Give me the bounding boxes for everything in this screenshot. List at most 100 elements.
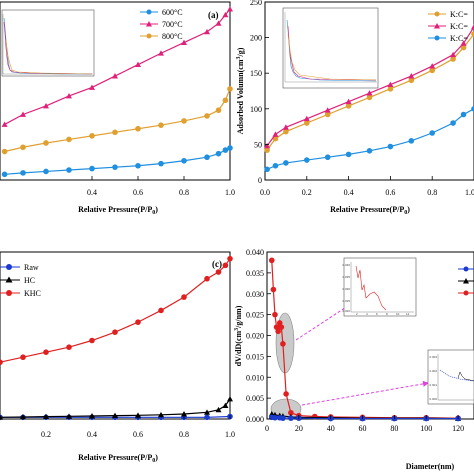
- data-point: [66, 136, 72, 143]
- inset-top-ytick: 0.040: [342, 263, 350, 267]
- data-point: [303, 115, 310, 122]
- data-point: [450, 56, 456, 62]
- inset-top-ytick: 0.035: [342, 275, 350, 279]
- panel-c-xticks: 0.2 0.4 0.6 0.8 1.0: [41, 415, 235, 439]
- panel-b-legend-label: K:C=: [450, 34, 468, 43]
- data-point: [280, 341, 286, 347]
- panel-d-ylabel: dV/dD(cm3/g/nm): [234, 305, 243, 366]
- data-point: [288, 415, 294, 421]
- data-point: [43, 349, 49, 356]
- data-point: [215, 20, 222, 26]
- panel-c-label: (c): [212, 259, 222, 269]
- data-point: [1, 148, 8, 155]
- data-point: [408, 77, 415, 84]
- data-point: [43, 102, 49, 109]
- data-point: [408, 73, 415, 79]
- data-point: [135, 61, 141, 68]
- data-point: [227, 255, 233, 262]
- data-point: [204, 409, 210, 415]
- series-line: [266, 108, 474, 170]
- inset-bottom-ytick: 0.003: [429, 355, 437, 359]
- data-point: [1, 171, 8, 178]
- data-point: [0, 359, 3, 366]
- x-tick-label: 0.6: [133, 188, 143, 197]
- data-point: [215, 406, 222, 413]
- panel-d-yticks: 0.000 0.005 0.010 0.015 0.020 0.025 0.030 0.035…: [246, 248, 271, 424]
- x-tick-label: 0.4: [87, 188, 97, 197]
- data-point: [204, 113, 210, 119]
- data-point: [215, 269, 222, 275]
- data-point: [324, 111, 331, 118]
- panel-b-inset: [282, 7, 379, 89]
- x-tick-label: 1.0: [225, 430, 235, 439]
- panel-a-legend-label: 700°C: [162, 20, 183, 29]
- panel-a-legend-label: 600°C: [162, 8, 183, 17]
- panel-b-frame: [264, 1, 474, 181]
- data-point: [20, 354, 26, 361]
- panel-a-xticks: 0.4 0.6 0.8 1.0: [87, 176, 235, 197]
- data-point: [66, 167, 72, 173]
- data-point: [43, 140, 49, 146]
- data-point: [450, 51, 457, 58]
- data-point: [264, 166, 270, 173]
- data-point: [222, 11, 229, 18]
- y-tick-label: 0.040: [246, 248, 264, 257]
- data-point: [112, 129, 118, 136]
- x-tick-label: 60: [359, 424, 367, 433]
- panel-a-marks: [1, 6, 233, 178]
- panel-d-xticks: 0 20 40 60 80 100 120: [265, 415, 464, 433]
- data-point: [181, 157, 187, 164]
- panel-a: 0.4 0.6 0.8 1.0 (a) 600°C 700°C 800°C Relat…: [0, 1, 235, 216]
- inset-bottom-ytick: 0.002: [429, 369, 437, 373]
- inset-top-xtick: 12: [406, 312, 410, 316]
- data-point: [275, 328, 281, 335]
- panel-b-legend: K:C= K:C= K:C=: [428, 10, 468, 43]
- x-tick-label: 100: [420, 424, 432, 433]
- data-point: [278, 324, 285, 330]
- x-tick-label: 1.0: [225, 188, 235, 197]
- data-point: [272, 311, 278, 318]
- y-tick-label: 100: [250, 105, 262, 114]
- data-point: [227, 145, 233, 151]
- data-point: [460, 44, 467, 51]
- y-tick-label: 0.020: [246, 332, 264, 341]
- data-point: [20, 170, 26, 176]
- data-point: [89, 337, 95, 344]
- panel-d: 0 20 40 60 80 100 120 0.000 0.005 0.010 0.015 0.02…: [234, 248, 474, 471]
- data-point: [135, 319, 141, 325]
- series-line: [4, 147, 231, 175]
- data-point: [345, 151, 352, 158]
- data-point: [158, 411, 164, 418]
- y-tick-label: 250: [250, 0, 262, 7]
- data-point: [204, 275, 210, 282]
- panel-d-marks: [268, 257, 462, 422]
- data-point: [66, 92, 72, 99]
- data-point: [227, 395, 233, 402]
- data-point: [158, 160, 164, 167]
- panel-c-legend-label: Raw: [24, 263, 39, 272]
- panel-d-inset-top: 0.040 0.035 0.030 0.025 0.020 2 4 6 8 10…: [342, 257, 417, 317]
- inset-top-xtick: 4: [366, 312, 368, 316]
- panel-b-yticks: 0 50 100 150 200 250: [250, 0, 269, 185]
- panel-a-legend: 600°C 700°C 800°C: [140, 8, 183, 41]
- data-point: [222, 402, 229, 409]
- x-tick-label: 0.0: [260, 188, 270, 197]
- data-point: [1, 121, 8, 127]
- data-point: [471, 31, 474, 37]
- data-point: [181, 39, 187, 45]
- data-point: [0, 414, 3, 420]
- data-point: [264, 142, 271, 149]
- data-point: [158, 307, 164, 314]
- data-point: [324, 154, 331, 161]
- data-point: [429, 130, 436, 136]
- data-point: [43, 168, 49, 175]
- x-tick-label: 20: [295, 424, 303, 433]
- y-tick-label: 0.005: [246, 394, 264, 403]
- data-point: [112, 73, 118, 79]
- data-point: [268, 257, 275, 264]
- y-tick-label: 0.000: [246, 415, 264, 424]
- panel-a-legend-label: 800°C: [162, 32, 183, 41]
- y-tick-label: 50: [254, 140, 262, 149]
- inset-top-xtick: 10: [396, 312, 400, 316]
